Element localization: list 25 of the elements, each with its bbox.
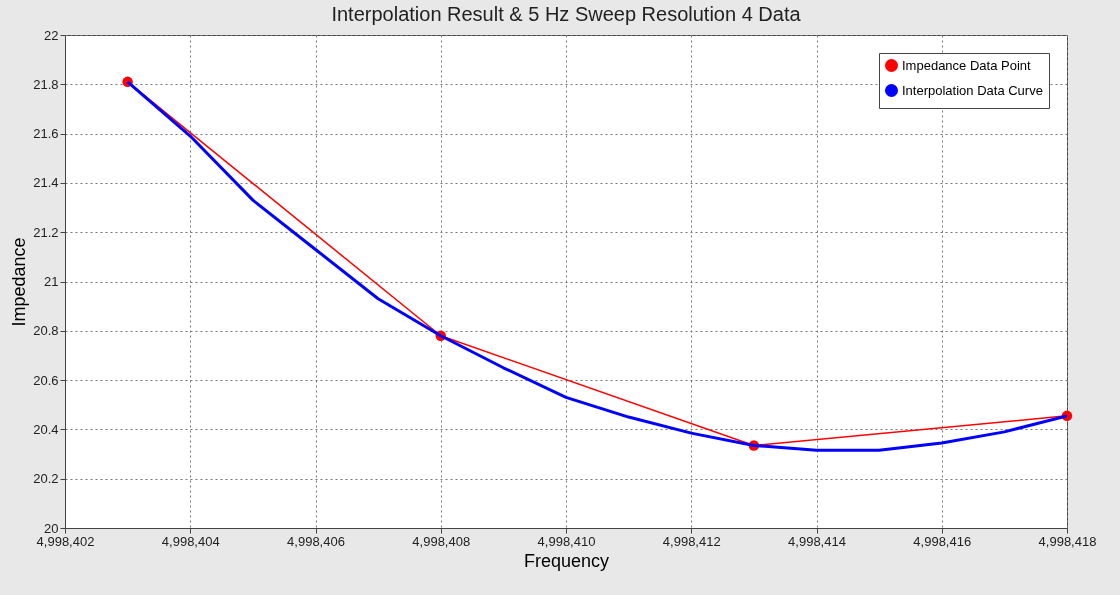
y-tick-label: 21 <box>44 274 59 289</box>
y-axis-title: Impedance <box>9 237 30 327</box>
legend-label: Interpolation Data Curve <box>902 82 1043 98</box>
x-axis-title: Frequency <box>523 550 610 571</box>
y-tick-label: 20.4 <box>33 421 59 437</box>
x-tick-label: 4,998,418 <box>1038 533 1097 549</box>
x-tick-label: 4,998,406 <box>287 533 345 549</box>
y-tick-label: 20.2 <box>33 471 59 487</box>
x-tick-label: 4,998,414 <box>788 533 846 549</box>
x-tick-label: 4,998,402 <box>36 533 95 549</box>
x-tick-label: 4,998,412 <box>662 533 721 549</box>
y-tick-label: 21.4 <box>33 175 59 191</box>
y-tick-label: 20.8 <box>33 323 59 339</box>
y-tick-label: 21.6 <box>33 126 59 142</box>
chart-title: Interpolation Result & 5 Hz Sweep Resolution 4 Data <box>331 3 802 25</box>
y-tick-label: 20 <box>44 520 59 536</box>
x-tick-label: 4,998,404 <box>161 533 220 549</box>
y-tick-label: 21.2 <box>33 224 59 240</box>
x-tick-label: 4,998,410 <box>537 533 596 549</box>
x-tick-label: 4,998,416 <box>913 533 972 549</box>
y-tick-label: 21.8 <box>33 76 59 92</box>
x-tick-label: 4,998,408 <box>412 533 471 549</box>
legend-label: Impedance Data Point <box>902 57 1032 73</box>
y-tick-label: 20.6 <box>33 372 59 388</box>
y-tick-label: 22 <box>44 27 59 43</box>
